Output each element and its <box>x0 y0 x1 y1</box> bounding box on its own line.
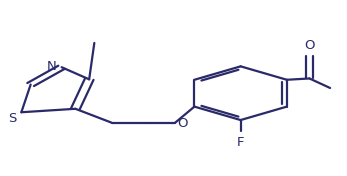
Text: N: N <box>47 60 57 73</box>
Text: F: F <box>237 136 244 149</box>
Text: S: S <box>9 112 17 125</box>
Text: O: O <box>304 39 315 52</box>
Text: O: O <box>177 117 187 130</box>
